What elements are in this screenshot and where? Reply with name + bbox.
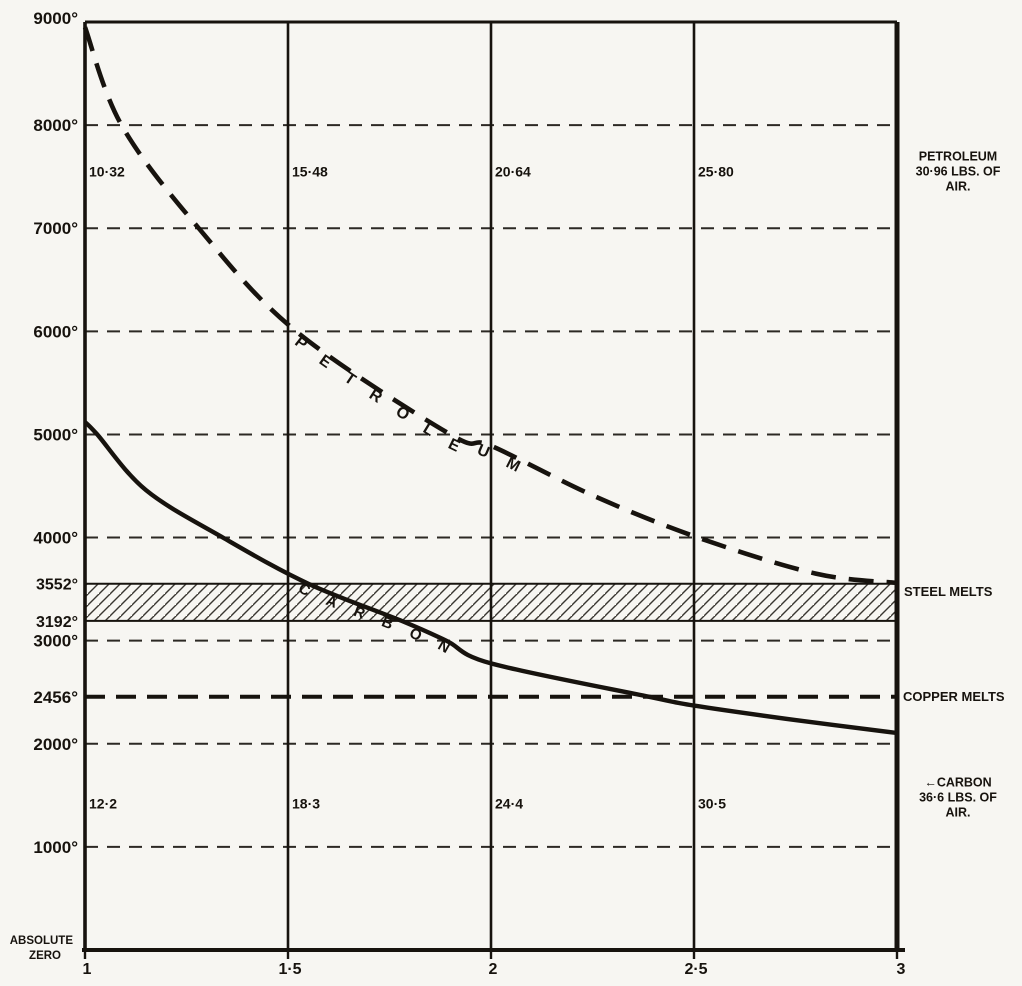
right-annotation-1-line1: PETROLEUM [919,150,997,164]
absolute-zero-label-line2: ZERO [29,950,61,962]
y-tick-label-2000: 2000° [33,735,78,754]
right-annotation-2-line3: AIR. [946,805,971,819]
x-tick-label-2: 2 [489,961,498,978]
steel-melts-label: STEEL MELTS [904,584,993,599]
right-annotation-1-line2: 30·96 LBS. OF [916,165,1001,179]
air-weight-label-row1: 10·32 [89,164,125,180]
y-tick-label-5000: 5000° [33,425,78,444]
x-tick-label-1.5: 1·5 [278,961,301,978]
y-tick-label-7000: 7000° [33,219,78,238]
y-tick-label-2456: 2456° [33,688,78,707]
x-tick-label-1: 1 [83,961,92,978]
y-tick-label-8000: 8000° [33,116,78,135]
absolute-zero-label-line1: ABSOLUTE [10,935,74,947]
copper-melts-label: COPPER MELTS [903,689,1005,704]
air-weight-label-row2: 12·2 [89,796,117,812]
air-weight-label-row1: 20·64 [495,164,531,180]
x-tick-label-3: 3 [897,961,906,978]
right-annotation-2-line2: 36·6 LBS. OF [919,790,997,804]
y-tick-label-1000: 1000° [33,838,78,857]
right-annotation-2-line1: ←CARBON [924,775,991,789]
x-tick-label-2.5: 2·5 [684,961,707,978]
air-weight-label-row1: 15·48 [292,164,328,180]
petroleum-curve-label: PETROLEUM [291,334,540,485]
carbon-curve [83,420,898,736]
y-tick-label-9000: 9000° [33,9,78,28]
air-weight-label-row2: 30·5 [698,796,726,812]
petroleum-curve [82,26,898,586]
air-weight-label-row2: 24·4 [495,796,523,812]
y-tick-label-3552: 3552° [36,577,78,594]
right-annotation-1-line3: AIR. [946,180,971,194]
petroleum-label-text: PETROLEUM [291,334,520,485]
y-tick-label-3192: 3192° [36,614,78,631]
y-tick-label-3000: 3000° [33,632,78,651]
y-tick-label-6000: 6000° [33,322,78,341]
y-tick-label-4000: 4000° [33,529,78,548]
air-weight-label-row1: 25·80 [698,164,734,180]
air-weight-label-row2: 18·3 [292,796,320,812]
